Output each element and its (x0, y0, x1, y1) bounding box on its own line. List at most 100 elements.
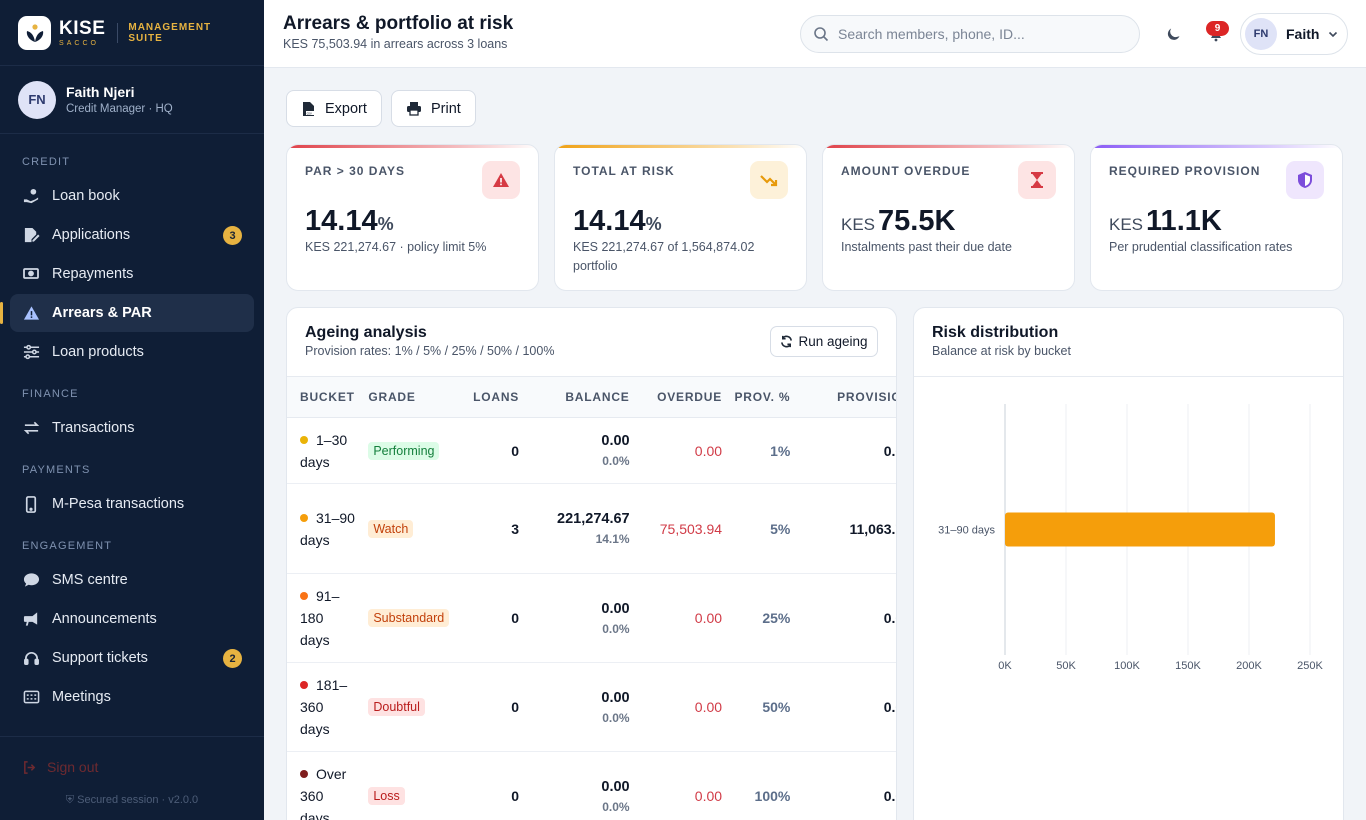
kpi-value: 14.14% (305, 205, 394, 238)
ageing-analysis-panel: Ageing analysis Provision rates: 1% / 5%… (286, 307, 897, 820)
sidebar-item-meetings[interactable]: Meetings (10, 678, 254, 716)
sidebar-item-loan-products[interactable]: Loan products (10, 333, 254, 371)
overdue-cell: 0.00 (635, 573, 729, 663)
kpi-value: KES 75.5K (841, 205, 955, 238)
column-header[interactable]: BUCKET (287, 376, 363, 418)
balance-cell: 0.00 0.0% (525, 573, 636, 663)
sidebar-item-arrears-par[interactable]: Arrears & PAR (0, 294, 254, 332)
sidebar-item-label: Loan products (52, 344, 144, 360)
print-button[interactable]: Print (391, 90, 476, 127)
y-category-label: 31–90 days (938, 525, 995, 537)
warning-icon (22, 304, 40, 322)
provision-rate-cell: 100% (728, 751, 797, 820)
brand-sub: SACCO (59, 39, 99, 47)
risk-subtitle: Balance at risk by bucket (932, 344, 1071, 358)
kpi-card: TOTAL AT RISK 14.14% KES 221,274.67 of 1,5… (554, 144, 807, 291)
provision-cell: 0.00 (796, 751, 896, 820)
profile-menu-button[interactable]: FN Faith (1240, 13, 1348, 55)
column-header[interactable]: BALANCE (525, 376, 636, 418)
sidebar-item-label: Repayments (52, 266, 134, 282)
top-header: Arrears & portfolio at risk KES 75,503.9… (264, 0, 1366, 68)
grade-badge: Loss (368, 787, 405, 805)
export-button[interactable]: csv Export (286, 90, 382, 127)
x-tick-label: 250K (1297, 660, 1323, 672)
bucket-dot (300, 770, 308, 778)
bucket-cell: 1–30 days (287, 417, 363, 484)
overdue-cell: 0.00 (635, 417, 729, 484)
ageing-table: BUCKET GRADE LOANS BALANCE OVERDUE PROV. % PRO… (287, 376, 896, 820)
table-row[interactable]: 91–180 days Substandard 0 0.00 0.0% 0.00 25% 0.… (287, 573, 896, 663)
provision-cell: 11,063.73 (796, 483, 896, 574)
kpi-number: 14.14 (573, 205, 646, 237)
column-header[interactable]: OVERDUE (635, 376, 729, 418)
user-name: Faith Njeri (66, 84, 135, 100)
sidebar-item-label: Announcements (52, 611, 157, 627)
run-ageing-label: Run ageing (798, 334, 868, 349)
sidebar-item-label: Applications (52, 227, 131, 243)
sidebar-item-applications[interactable]: Applications 3 (10, 216, 254, 254)
sidebar-item-sms-centre[interactable]: SMS centre (10, 561, 254, 599)
alert-triangle-icon (482, 161, 520, 199)
user-role: Credit Manager · HQ (66, 103, 173, 115)
sidebar-item-announcements[interactable]: Announcements (10, 600, 254, 638)
balance-cell: 0.00 0.0% (525, 751, 636, 820)
chevron-down-icon (1329, 31, 1338, 38)
grade-cell: Substandard (362, 573, 467, 663)
loans-cell: 3 (466, 483, 526, 574)
session-label: Secured session · v2.0.0 (77, 794, 199, 806)
profile-name: Faith (1286, 26, 1320, 42)
kpi-label: REQUIRED PROVISION (1109, 164, 1261, 178)
column-header[interactable]: PROV. % (728, 376, 797, 418)
sidebar-item-loan-book[interactable]: Loan book (10, 177, 254, 215)
bucket-dot (300, 513, 308, 522)
kpi-label: AMOUNT OVERDUE (841, 164, 971, 178)
sign-out-label: Sign out (47, 759, 99, 775)
profile-avatar: FN (1245, 18, 1277, 50)
sidebar-item-transactions[interactable]: Transactions (10, 409, 254, 447)
shield-small-icon: ⛨ (65, 794, 75, 806)
x-tick-label: 100K (1114, 660, 1140, 672)
export-label: Export (325, 100, 367, 117)
balance-share: 0.0% (602, 710, 630, 725)
run-ageing-button[interactable]: Run ageing (770, 326, 878, 357)
search-input[interactable] (838, 26, 1118, 42)
sidebar-item-label: SMS centre (52, 572, 128, 588)
column-header[interactable]: LOANS (466, 376, 526, 418)
balance-cell: 0.00 0.0% (525, 662, 636, 752)
loans-cell: 0 (466, 662, 526, 752)
provision-cell: 0.00 (796, 417, 896, 484)
column-header[interactable]: PROVISION (796, 376, 896, 418)
bucket-label: 181–360 days (300, 677, 348, 737)
sign-out-button[interactable]: Sign out (22, 759, 98, 775)
page-title: Arrears & portfolio at risk (283, 13, 514, 34)
search-icon (814, 27, 829, 42)
kpi-card: PAR > 30 DAYS 14.14% KES 221,274.67 · poli… (286, 144, 539, 291)
sidebar-item-m-pesa-transactions[interactable]: M-Pesa transactions (10, 485, 254, 523)
provision-cell: 0.00 (796, 573, 896, 663)
headset-icon (22, 649, 40, 667)
trending-down-icon (750, 161, 788, 199)
sidebar-item-support-tickets[interactable]: Support tickets 2 (10, 639, 254, 677)
overdue-cell: 0.00 (635, 662, 729, 752)
theme-toggle-button[interactable] (1162, 22, 1186, 46)
table-row[interactable]: 31–90 days Watch 3 221,274.67 14.1% 75,503.94… (287, 483, 896, 574)
sidebar-item-repayments[interactable]: Repayments (10, 255, 254, 293)
kpi-label: PAR > 30 DAYS (305, 164, 406, 178)
bar (1005, 512, 1275, 547)
balance-share: 0.0% (602, 454, 630, 468)
x-tick-label: 50K (1056, 660, 1076, 672)
column-header[interactable]: GRADE (362, 376, 467, 418)
x-tick-label: 150K (1175, 660, 1201, 672)
kpi-prefix: KES (841, 215, 876, 234)
ageing-subtitle: Provision rates: 1% / 5% / 25% / 50% / 1… (305, 344, 555, 358)
kpi-note: KES 221,274.67 · policy limit 5% (305, 240, 487, 254)
grade-badge: Substandard (368, 609, 450, 627)
bucket-dot (300, 435, 308, 444)
balance-share: 0.0% (602, 621, 630, 636)
kpi-note: Instalments past their due date (841, 240, 1012, 254)
file-signature-icon (22, 226, 40, 244)
overdue-cell: 75,503.94 (635, 483, 729, 574)
